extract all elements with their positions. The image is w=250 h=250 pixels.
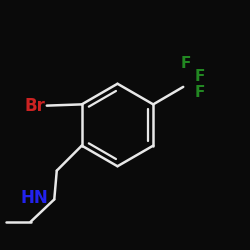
Text: HN: HN bbox=[20, 189, 48, 207]
Text: F: F bbox=[194, 69, 205, 84]
Text: Br: Br bbox=[25, 96, 46, 114]
Text: F: F bbox=[180, 56, 191, 71]
Text: F: F bbox=[194, 84, 205, 100]
